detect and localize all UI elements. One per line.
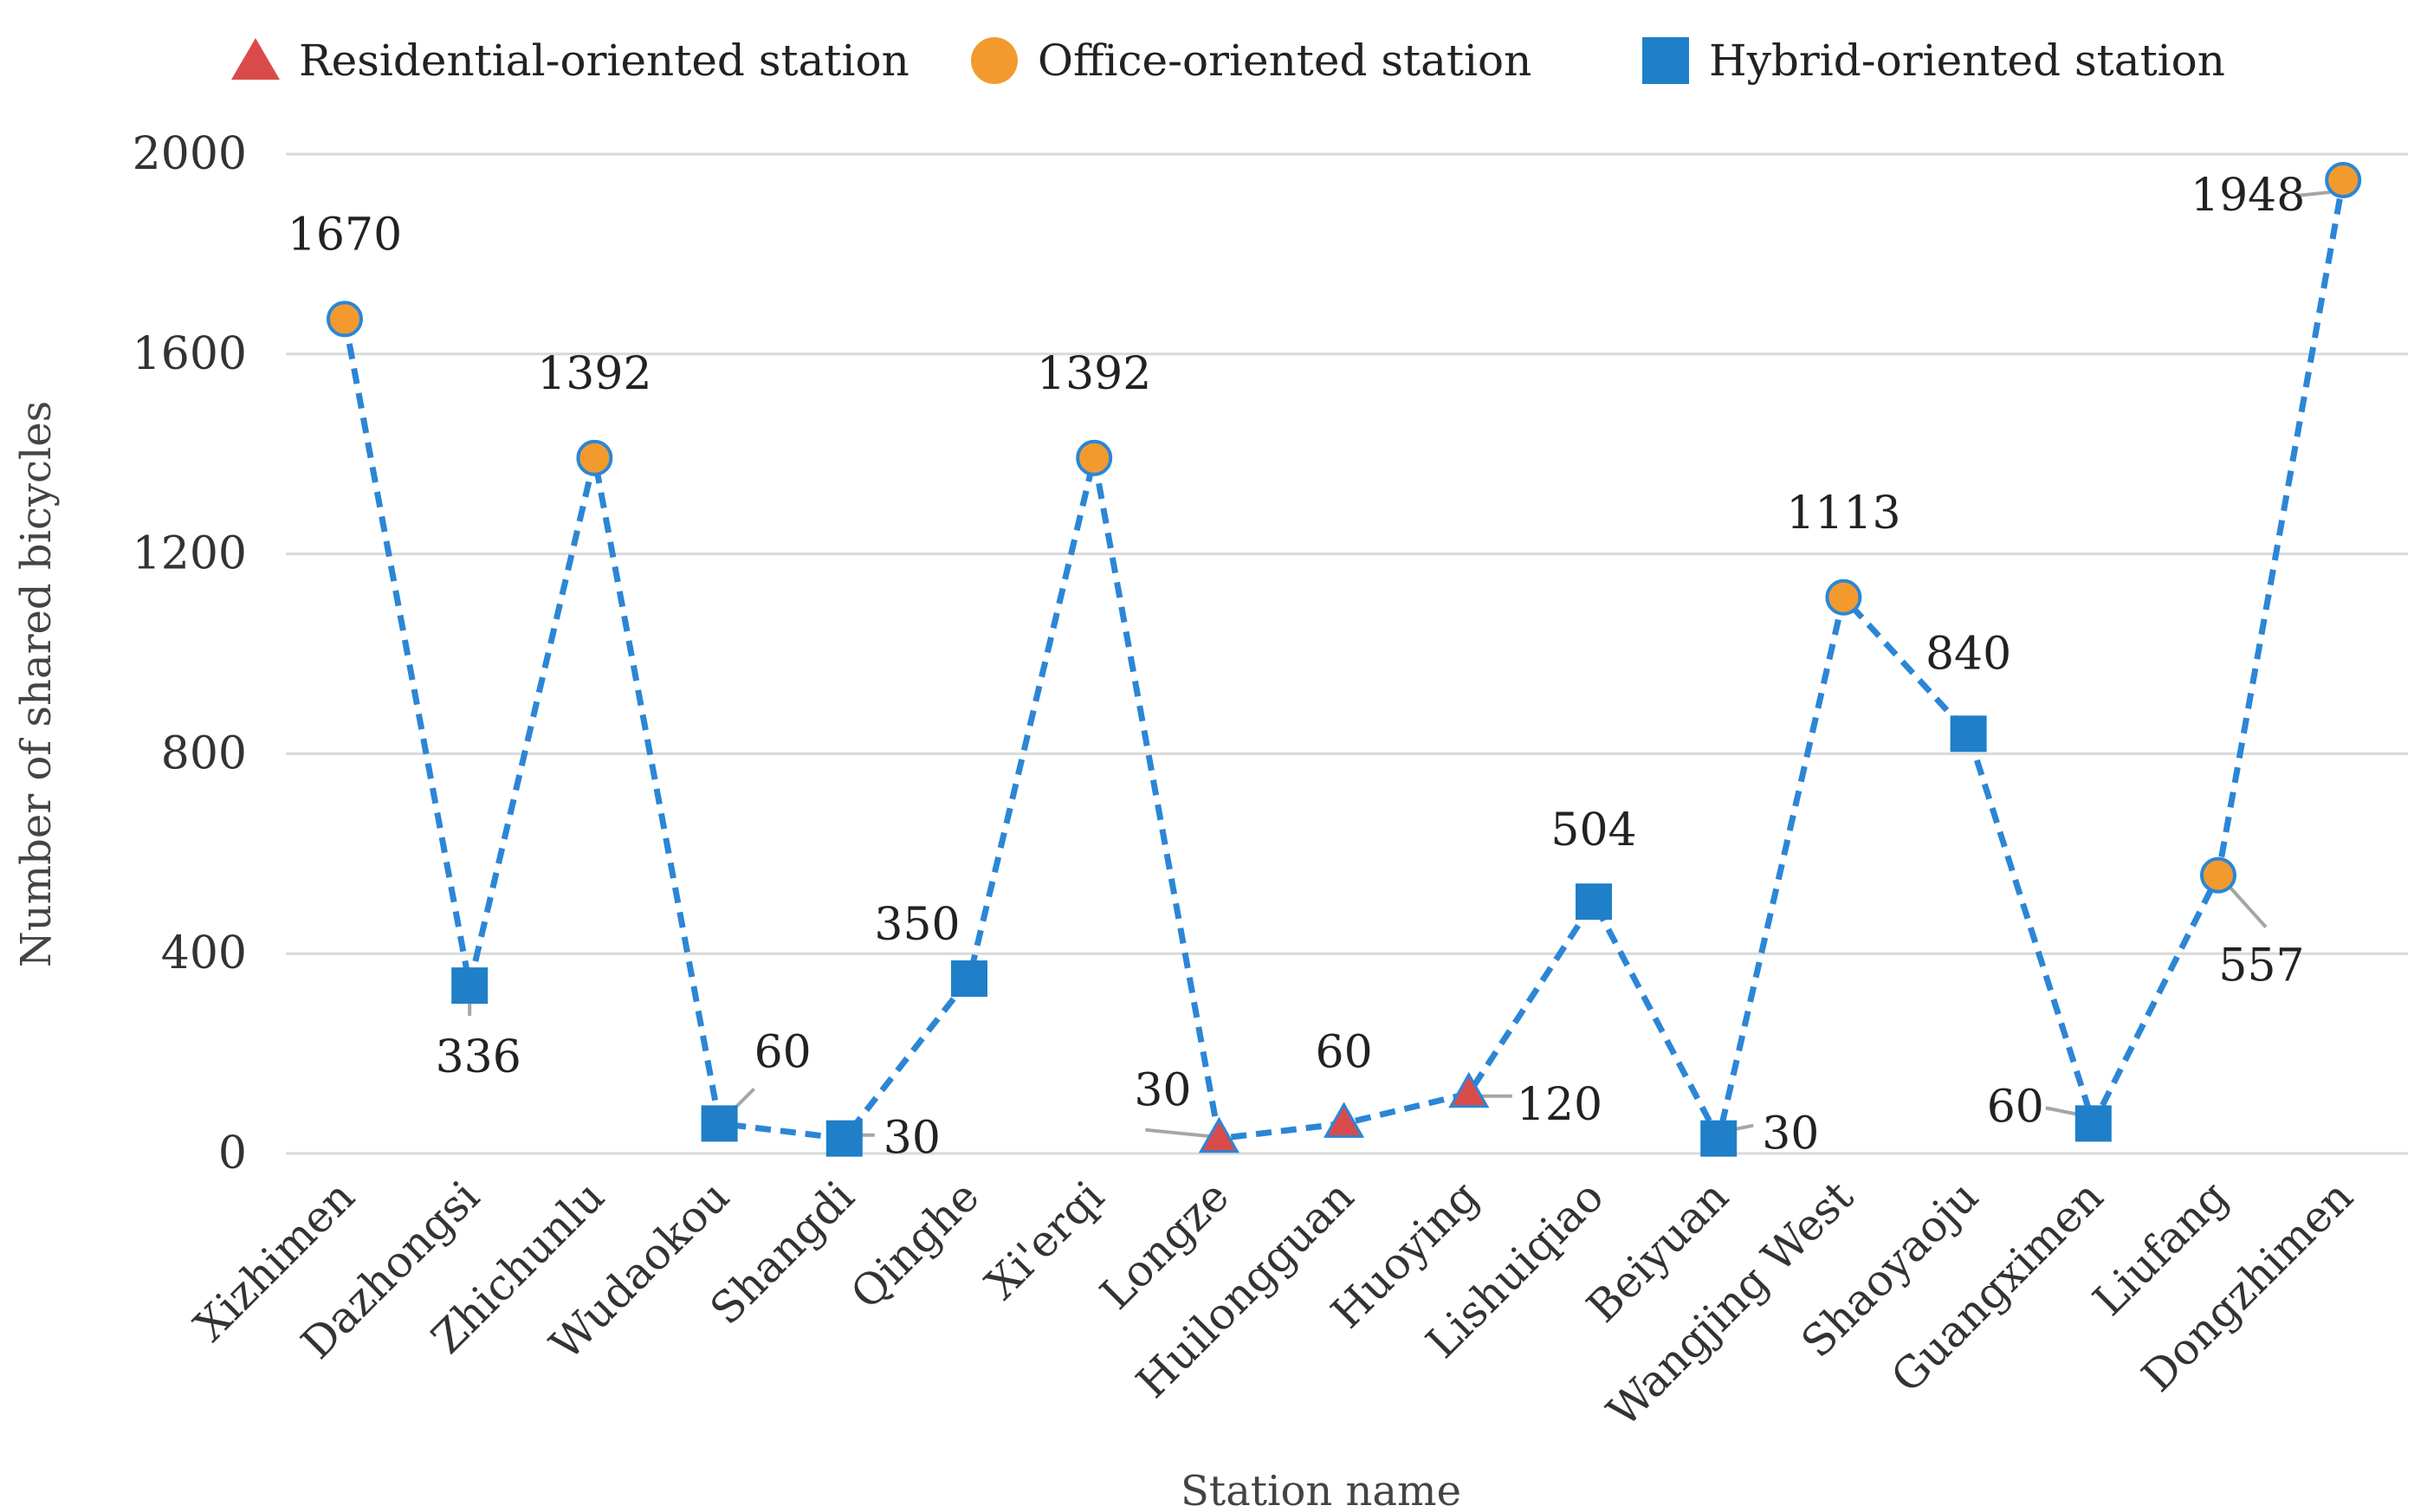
data-point-office [327, 300, 363, 338]
data-point-layer [327, 162, 2362, 1157]
data-point-hybrid [951, 960, 987, 998]
data-point-hybrid [1700, 1120, 1738, 1157]
data-label: 350 [874, 899, 960, 951]
legend-circle-icon [971, 37, 1018, 84]
y-tick-label: 800 [161, 727, 247, 779]
data-point-office [1076, 439, 1113, 476]
x-tick-label: Xi'erqi [976, 1171, 1114, 1308]
x-axis-title: Station name [1181, 1467, 1461, 1512]
data-label: 1670 [288, 209, 402, 261]
data-label: 1113 [1786, 488, 1900, 540]
series-line [341, 179, 2346, 1147]
data-point-hybrid [701, 1105, 738, 1142]
data-label: 336 [436, 1031, 521, 1083]
legend-label: Hybrid-oriented station [1709, 36, 2225, 86]
data-point-office [576, 439, 613, 476]
leader-line [2225, 882, 2268, 928]
legend-triangle-icon [231, 38, 280, 80]
series-line-layer [341, 179, 2346, 1147]
grid-layer [286, 152, 2408, 1155]
data-point-office [2200, 856, 2236, 894]
legend-square-icon [1642, 37, 1689, 84]
data-point-residential [1324, 1102, 1365, 1138]
data-point-hybrid [1576, 883, 1612, 921]
leader-line [2045, 1106, 2081, 1117]
x-tick-label: Qinghe [841, 1171, 988, 1318]
data-label: 60 [754, 1026, 812, 1078]
data-label: 1392 [1037, 348, 1151, 400]
data-label: 120 [1517, 1079, 1602, 1131]
y-axis-ticks: 0 400 800 1200 1600 2000 [133, 128, 247, 1179]
data-label: 30 [1762, 1108, 1819, 1160]
data-label: 504 [1550, 804, 1636, 856]
data-point-residential [1448, 1071, 1490, 1108]
data-label: 60 [1987, 1081, 2044, 1133]
data-point-hybrid [1950, 715, 1987, 753]
x-tick-label: Guangximen [1881, 1171, 2113, 1402]
data-label: 30 [1134, 1065, 1191, 1117]
data-point-office [1825, 578, 1862, 616]
leader-line [2295, 191, 2331, 197]
data-point-hybrid [451, 967, 489, 1005]
data-point-residential [1198, 1116, 1239, 1153]
y-tick-label: 0 [218, 1128, 247, 1179]
data-label: 840 [1925, 628, 2011, 680]
y-tick-label: 400 [161, 927, 247, 979]
y-tick-label: 1200 [133, 528, 247, 580]
x-tick-label: Huilongguan [1127, 1171, 1363, 1407]
data-point-hybrid [825, 1120, 863, 1157]
x-axis-ticks: XizhimenDazhongsiZhichunluWudaokouShangd… [184, 1171, 2363, 1436]
legend: Residential-oriented station Office-orien… [231, 36, 2225, 86]
legend-label: Office-oriented station [1038, 36, 1531, 86]
data-label-layer: 1670 336 1392 60 30 350 1392 30 60 120 504 30 1113 84… [288, 170, 2306, 1165]
data-point-office [2325, 162, 2362, 199]
data-label: 557 [2218, 940, 2304, 992]
data-label: 1392 [537, 348, 651, 400]
y-tick-label: 2000 [133, 128, 247, 180]
data-label: 1948 [2191, 170, 2305, 222]
leader-line-layer [468, 191, 2331, 1139]
y-tick-label: 1600 [133, 328, 247, 380]
data-label: 30 [883, 1113, 941, 1165]
y-axis-title: Number of shared bicycles [12, 401, 61, 968]
leader-line [1145, 1128, 1215, 1139]
data-point-hybrid [2074, 1105, 2112, 1142]
data-label: 60 [1316, 1026, 1373, 1078]
legend-label: Residential-oriented station [299, 36, 909, 86]
